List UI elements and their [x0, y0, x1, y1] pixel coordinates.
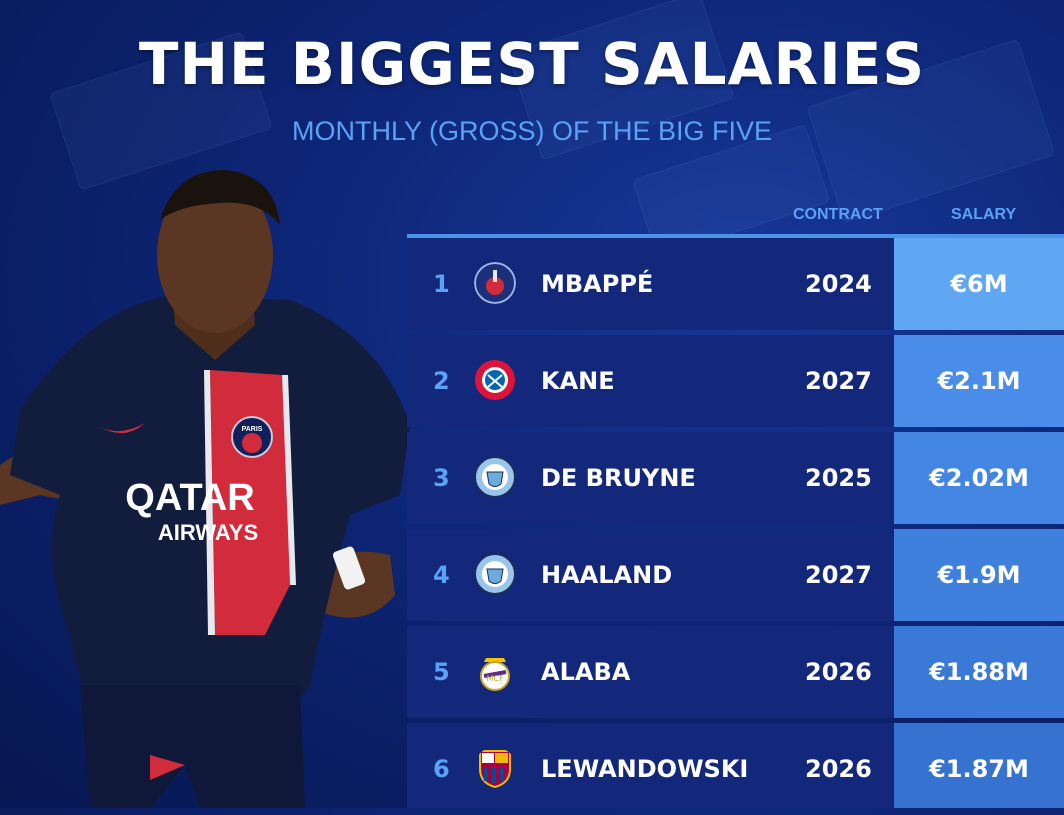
salary-cell: €2.1M [894, 335, 1064, 427]
contract-year: 2024 [805, 270, 872, 298]
psg-badge-icon [474, 262, 516, 304]
salary-value: €2.1M [937, 367, 1021, 395]
barcelona-badge-icon [479, 750, 511, 789]
player-image: PARIS QATAR AIRWAYS [0, 170, 410, 808]
table-row: €2.1M 2 KANE 2027 [407, 335, 1064, 427]
player-name: ALABA [541, 658, 631, 686]
player-name: DE BRUYNE [541, 464, 696, 492]
table-row: €6M 1 MBAPPÉ 2024 [407, 238, 1064, 330]
rank-number: 1 [433, 270, 450, 298]
page-subtitle: MONTHLY (GROSS) OF THE BIG FIVE [291, 116, 773, 146]
bayern-badge-icon [475, 360, 515, 400]
contract-year: 2027 [805, 367, 872, 395]
salary-cell: €2.02M [894, 432, 1064, 524]
salary-value: €2.02M [929, 464, 1029, 492]
table-row: €2.02M 3 DE BRUYNE 2025 [407, 432, 1064, 524]
rank-number: 6 [433, 755, 450, 783]
salary-cell: €1.9M [894, 529, 1064, 621]
table-row: €1.88M 5 MCF ALABA 2026 [407, 626, 1064, 718]
salary-value: €1.9M [937, 561, 1021, 589]
salary-cell: €1.88M [894, 626, 1064, 718]
salary-value: €1.87M [929, 755, 1029, 783]
man-city-badge-icon [474, 553, 516, 595]
player-name: MBAPPÉ [541, 270, 654, 298]
rank-number: 3 [433, 464, 450, 492]
salary-value: €1.88M [929, 658, 1029, 686]
rank-number: 2 [433, 367, 450, 395]
rank-number: 4 [433, 561, 450, 589]
salary-column-header: SALARY [951, 206, 1017, 223]
contract-year: 2026 [805, 658, 872, 686]
svg-text:MCF: MCF [486, 674, 503, 683]
table-top-rule [407, 234, 1064, 238]
player-name: HAALAND [541, 561, 673, 589]
table-row: €1.9M 4 HAALAND 2027 [407, 529, 1064, 621]
player-name: KANE [541, 367, 615, 395]
salary-cell: €6M [894, 238, 1064, 330]
jersey-crest-text: PARIS [242, 426, 263, 433]
page-title: THE BIGGEST SALARIES [138, 30, 926, 98]
jersey-sponsor-line1: QATAR [125, 477, 254, 519]
contract-year: 2025 [805, 464, 872, 492]
contract-year: 2026 [805, 755, 872, 783]
jersey-sponsor-line2: AIRWAYS [158, 520, 258, 545]
salary-cell: €1.87M [894, 723, 1064, 808]
rank-number: 5 [433, 658, 450, 686]
table-row: €1.87M 6 LEWANDOWSKI 2026 [407, 723, 1064, 808]
real-madrid-badge-icon: MCF [480, 658, 510, 691]
contract-year: 2027 [805, 561, 872, 589]
player-name: LEWANDOWSKI [541, 755, 749, 783]
contract-column-header: CONTRACT [793, 206, 883, 223]
man-city-badge-icon [474, 456, 516, 498]
salary-value: €6M [950, 270, 1008, 298]
